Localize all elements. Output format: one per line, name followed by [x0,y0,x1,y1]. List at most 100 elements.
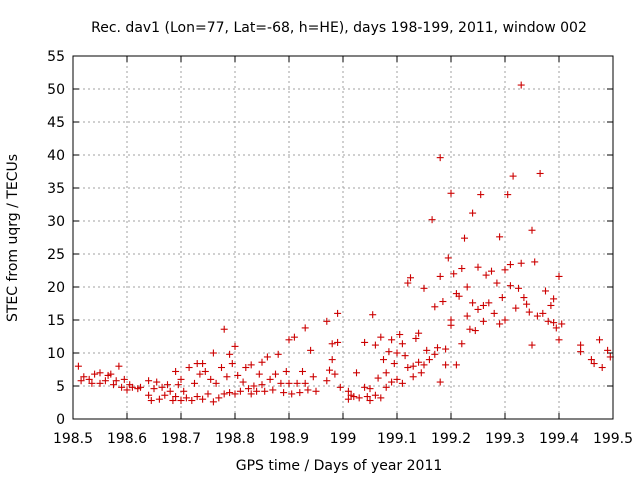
data-point [458,340,466,348]
data-point [172,367,180,375]
data-point [382,383,390,391]
data-point [533,312,541,320]
data-point [393,349,401,357]
data-point [91,370,99,378]
data-point [220,325,228,333]
data-point [172,393,180,401]
x-tick-label: 199.2 [431,431,471,447]
y-tick-label: 50 [47,82,65,98]
data-point [596,336,603,344]
data-point [312,387,320,395]
data-point [577,341,585,349]
data-point [285,336,293,344]
data-point [215,394,223,402]
data-point [471,327,479,335]
data-point [428,216,436,224]
data-point [490,309,498,317]
data-point [231,390,239,398]
x-tick-label: 198.6 [107,431,147,447]
data-point [371,341,379,349]
data-point [517,259,525,267]
data-point [177,375,185,383]
data-point [512,304,520,312]
data-point [493,279,501,287]
data-point [550,295,558,303]
data-point [245,385,252,393]
x-tick-label: 199.5 [593,431,633,447]
data-point [355,394,363,402]
data-point [334,338,342,346]
data-point [442,345,450,353]
data-point [477,191,485,199]
data-point [558,320,566,328]
y-tick-label: 10 [47,346,65,362]
data-point [474,305,482,313]
data-point [301,324,309,332]
data-point [226,389,234,397]
x-tick-label: 199.1 [377,431,417,447]
data-point [290,333,298,341]
data-point [137,383,144,391]
data-point [304,386,312,394]
data-point [577,348,585,356]
y-tick-label: 35 [47,181,65,197]
data-point [199,395,207,403]
data-point [147,397,155,405]
data-point [498,294,506,302]
data-point [269,386,277,394]
y-tick-label: 25 [47,247,65,263]
data-point [469,209,477,217]
data-point [552,324,560,332]
data-point [363,393,371,401]
data-point [296,389,304,397]
data-point [461,234,468,242]
y-tick-label: 40 [47,148,65,164]
data-point [501,266,509,274]
data-point [528,226,536,234]
x-tick-label: 198.9 [269,431,309,447]
data-point [350,393,358,401]
data-point [191,379,198,387]
data-point [282,367,290,375]
data-point [482,271,490,279]
data-point [228,360,236,368]
data-point [299,367,306,375]
data-point [118,383,126,391]
data-point [455,292,463,300]
data-point [145,377,153,385]
data-point [409,362,417,370]
data-point [444,254,452,262]
data-point [182,394,190,402]
data-points [74,81,614,406]
data-point [536,169,544,177]
data-point [388,336,396,344]
data-point [128,383,136,391]
data-point [555,272,563,280]
y-tick-label: 5 [56,379,65,395]
data-point [277,379,285,387]
data-point [101,377,109,385]
data-point [120,375,128,383]
data-point [431,303,439,311]
data-point [479,317,487,325]
data-point [520,294,528,302]
data-point [390,360,398,368]
axis-ticks: 198.5 198.6 198.7 198.8 198.9 199 199.1 199.2 19… [47,49,633,447]
data-point [517,81,525,89]
data-point [209,349,217,357]
data-point [485,299,493,307]
x-tick-label: 198.8 [215,431,255,447]
data-point [231,342,239,350]
data-point [80,373,88,381]
data-point [469,299,477,307]
data-point [431,350,439,358]
data-point [506,282,514,290]
data-point [169,397,177,405]
data-point [396,331,404,339]
chart-title: Rec. dav1 (Lon=77, Lat=-68, h=HE), days … [91,20,587,36]
data-point [528,341,536,349]
data-point [77,377,85,385]
data-point [88,379,96,387]
data-point [153,378,161,386]
data-point [258,358,266,366]
